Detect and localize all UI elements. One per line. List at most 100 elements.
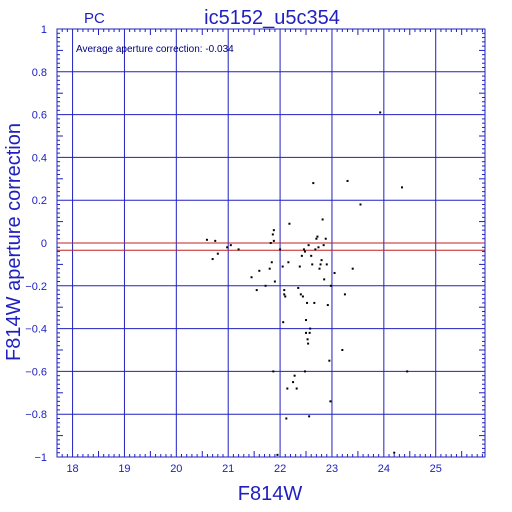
data-point: [301, 295, 304, 298]
data-point: [216, 252, 219, 255]
y-axis-label: F814W aperture correction: [3, 123, 25, 361]
data-point: [271, 233, 274, 236]
data-point: [341, 349, 344, 351]
data-point: [319, 263, 322, 266]
data-point: [308, 331, 311, 334]
data-point: [276, 453, 279, 456]
data-point: [393, 451, 396, 454]
average-correction-annotation: Average aperture correction: -0.034: [76, 44, 234, 55]
data-point: [313, 301, 316, 304]
data-point: [306, 338, 309, 341]
data-point: [325, 263, 328, 266]
data-point: [273, 280, 276, 283]
data-point: [317, 246, 320, 249]
data-point: [333, 271, 336, 274]
data-point: [272, 370, 275, 373]
y-tick-label: 1: [41, 24, 47, 36]
tick-labels: 18 19 20 21 22 23 24 25 1 0.8 0.6 0.4 0.2 0 −0.2 −0.4 −0…: [25, 24, 442, 475]
data-point: [326, 304, 329, 307]
x-tick-label: 19: [118, 463, 130, 475]
data-point: [282, 321, 285, 324]
data-point: [329, 400, 332, 403]
y-tick-label: 0.2: [32, 195, 47, 207]
data-point: [292, 381, 295, 384]
chart-title: ic5152_u5c354: [204, 7, 340, 29]
data-point: [307, 342, 310, 345]
y-tick-label: −0.4: [25, 324, 47, 336]
data-point: [258, 269, 261, 272]
data-points: [205, 111, 409, 456]
data-point: [214, 239, 217, 242]
data-point: [302, 248, 305, 251]
x-tick-label: 25: [430, 463, 442, 475]
data-point: [305, 319, 308, 322]
data-point: [205, 238, 208, 241]
data-point: [288, 222, 291, 225]
data-point: [255, 289, 258, 292]
y-tick-label: −1: [34, 452, 47, 464]
data-point: [406, 370, 409, 373]
data-point: [299, 293, 302, 296]
data-point: [316, 235, 319, 238]
data-point: [283, 293, 286, 296]
data-point: [324, 237, 327, 240]
data-point: [309, 327, 312, 330]
data-point: [320, 259, 323, 262]
data-point: [270, 261, 273, 264]
data-point: [286, 387, 289, 390]
data-point: [323, 278, 326, 281]
data-point: [322, 244, 325, 247]
y-tick-label: 0.4: [32, 152, 47, 164]
data-point: [269, 242, 272, 244]
data-point: [283, 289, 286, 292]
data-point: [315, 237, 318, 240]
data-point: [400, 186, 403, 189]
x-tick-label: 23: [326, 463, 338, 475]
data-point: [226, 246, 229, 249]
data-point: [318, 267, 321, 270]
x-axis-label: F814W: [238, 483, 303, 505]
data-point: [268, 267, 271, 270]
data-point: [329, 284, 332, 287]
plot-frame: [56, 28, 486, 458]
data-point: [237, 248, 240, 251]
chart-tag: PC: [84, 10, 105, 27]
data-point: [328, 359, 331, 362]
data-point: [308, 415, 311, 418]
data-point: [284, 295, 287, 298]
data-point: [305, 331, 308, 334]
y-tick-label: 0.8: [32, 67, 47, 79]
data-point: [312, 182, 315, 185]
x-tick-label: 20: [170, 463, 182, 475]
data-point: [298, 265, 301, 268]
data-point: [359, 203, 362, 206]
data-point: [311, 263, 314, 266]
data-point: [300, 254, 303, 257]
data-point: [321, 218, 324, 221]
data-point: [297, 286, 300, 289]
data-point: [314, 248, 317, 251]
y-tick-label: −0.6: [25, 366, 47, 378]
data-point: [250, 276, 253, 279]
y-tick-label: −0.8: [25, 409, 47, 421]
data-point: [229, 244, 232, 247]
data-point: [303, 370, 306, 373]
x-tick-label: 21: [222, 463, 234, 475]
x-tick-label: 22: [274, 463, 286, 475]
data-point: [279, 248, 282, 251]
data-point: [351, 267, 354, 270]
data-point: [281, 265, 284, 268]
data-point: [287, 261, 290, 264]
data-point: [379, 111, 382, 114]
x-tick-label: 24: [378, 463, 390, 475]
data-point: [307, 244, 310, 247]
y-tick-label: 0: [41, 238, 47, 250]
y-tick-label: −0.2: [25, 281, 47, 293]
data-point: [295, 387, 298, 390]
data-point: [346, 179, 349, 182]
data-point: [272, 239, 275, 242]
data-point: [264, 284, 267, 287]
